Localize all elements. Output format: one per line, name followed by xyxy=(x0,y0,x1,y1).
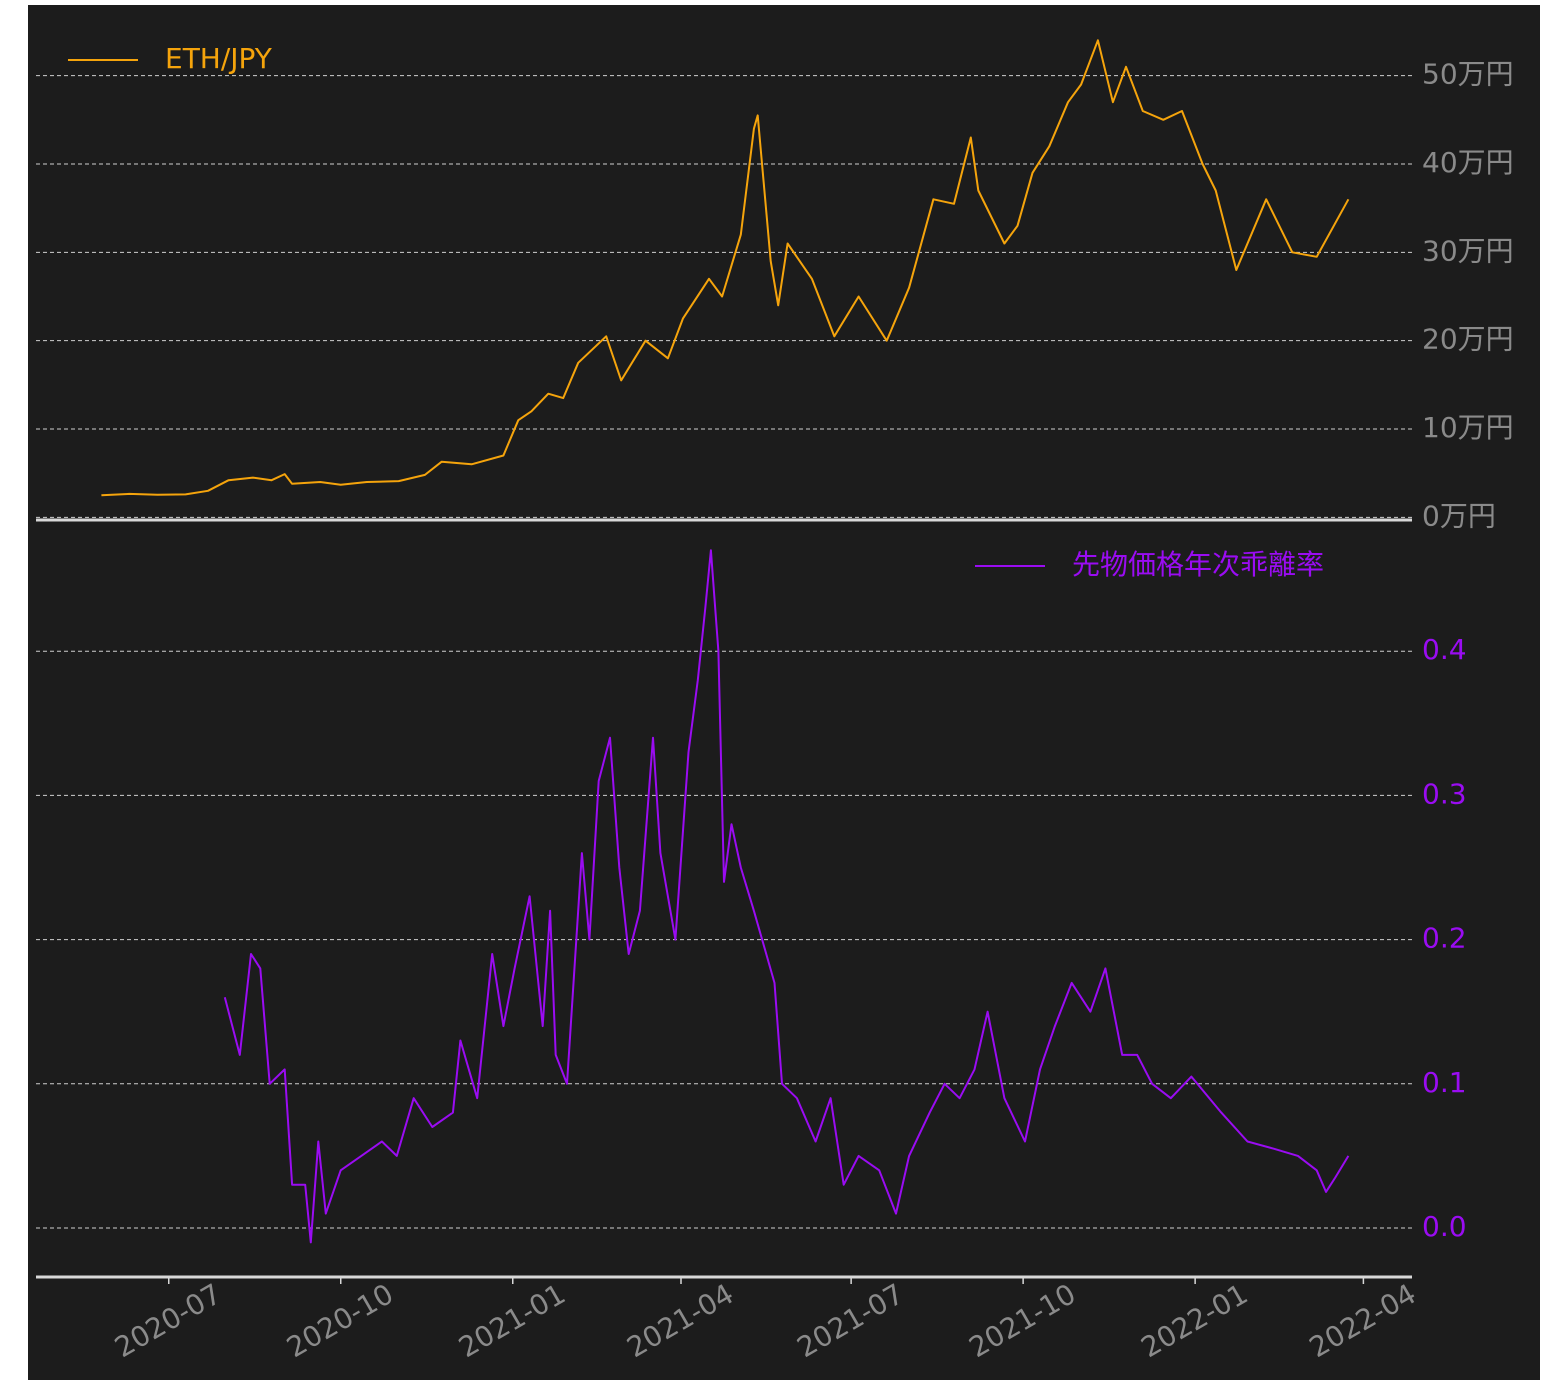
y-tick-label: 0.4 xyxy=(1422,633,1467,666)
y-tick-label: 50万円 xyxy=(1422,58,1514,91)
legend-label: 先物価格年次乖離率 xyxy=(1072,548,1324,581)
figure-background xyxy=(28,5,1540,1380)
series-line xyxy=(101,39,1350,497)
series-line xyxy=(223,549,1350,1244)
y-tick-label: 30万円 xyxy=(1422,234,1514,267)
y-tick-label: 0.2 xyxy=(1422,922,1467,955)
y-tick-label: 10万円 xyxy=(1422,411,1514,444)
y-tick-label: 0.1 xyxy=(1422,1066,1467,1099)
y-tick-label: 40万円 xyxy=(1422,146,1514,179)
y-tick-label: 20万円 xyxy=(1422,323,1514,356)
legend-label: ETH/JPY xyxy=(165,42,273,75)
y-tick-label: 0万円 xyxy=(1422,499,1496,532)
y-tick-label: 0.3 xyxy=(1422,777,1467,810)
y-tick-label: 0.0 xyxy=(1422,1210,1467,1243)
